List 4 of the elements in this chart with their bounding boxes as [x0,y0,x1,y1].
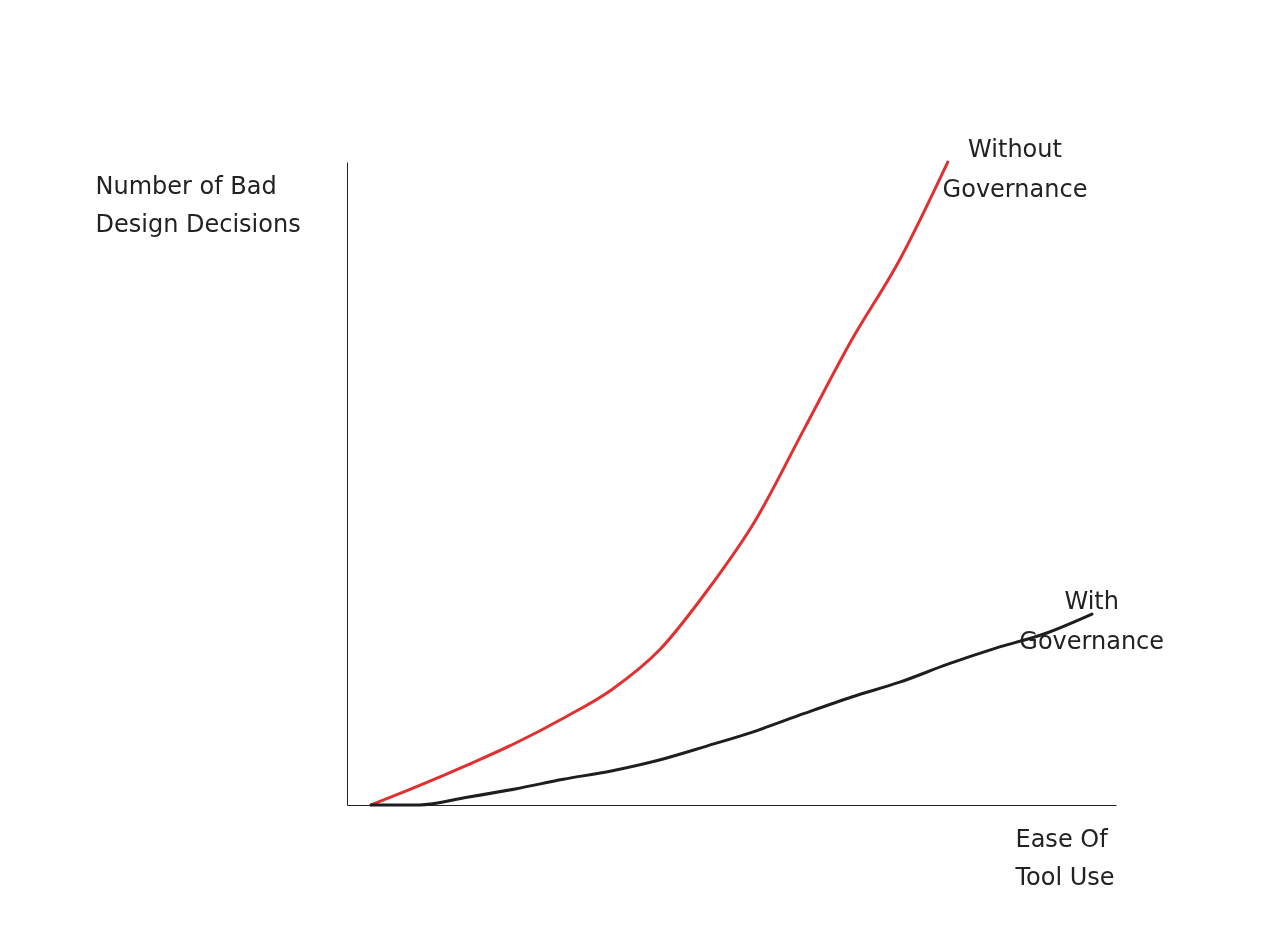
x-axis-title: Ease Of Tool Use [1014,824,1115,891]
y-axis-title: Number of Bad Design Decisions [95,171,301,238]
series-label: Without Governance [942,135,1088,203]
series-label: With Governance [1019,587,1165,656]
